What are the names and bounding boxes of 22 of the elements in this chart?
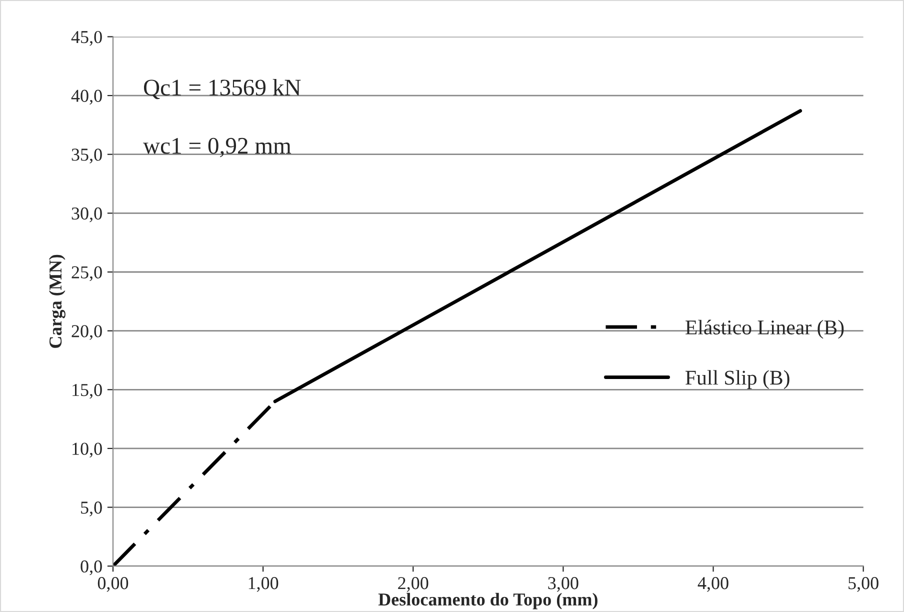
legend-label: Elástico Linear (B) [686,320,844,339]
x-tick-label: 1,00 [248,577,278,592]
y-tick-label: 35,0 [72,148,102,164]
y-axis-title: Carga (MN) [48,254,66,348]
annotation: Qc1 = 13569 kN [144,78,301,100]
x-tick-label: 2,00 [398,577,428,592]
x-axis-title: Deslocamento do Topo (mm) [378,592,598,610]
x-tick-label: 4,00 [698,577,728,592]
y-tick-label: 20,0 [72,325,102,340]
y-tick-label: 25,0 [72,266,102,282]
legend-label: Full Slip (B) [686,370,790,389]
y-tick-label: 30,0 [72,207,102,222]
y-tick-label: 0,0 [80,560,102,576]
y-tick-label: 45,0 [71,30,102,46]
y-tick-label: 10,0 [72,442,102,458]
annotation: wc1 = 0,92 mm [143,138,292,158]
y-tick-label: 5,0 [81,502,102,516]
x-tick-label: 0,00 [98,577,128,592]
y-tick-label: 15,0 [72,384,102,399]
y-tick-label: 40,0 [71,90,102,105]
x-tick-label: 5,00 [848,577,878,592]
x-tick-label: 3,00 [548,577,578,592]
